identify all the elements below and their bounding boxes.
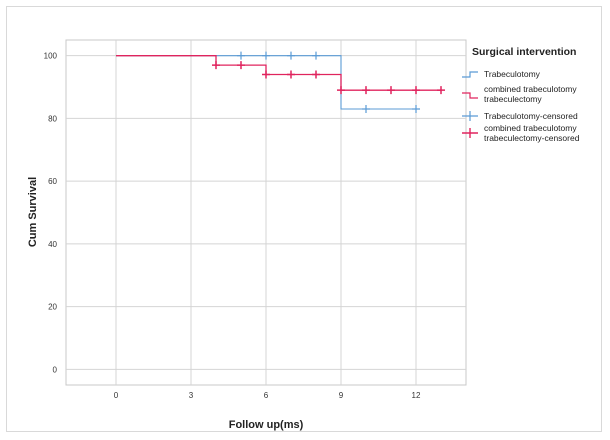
censor-marks (212, 51, 445, 113)
censor-mark-trabeculotomy (312, 51, 320, 60)
censor-mark-combined (337, 86, 345, 95)
grid-lines (66, 40, 466, 385)
x-tick-label: 9 (339, 391, 344, 400)
x-tick-label: 6 (264, 391, 269, 400)
censor-mark-trabeculotomy (287, 51, 295, 60)
censor-mark-trabeculotomy (237, 51, 245, 60)
censor-mark-trabeculotomy (262, 51, 270, 60)
y-tick-label: 100 (44, 52, 58, 61)
legend-label-trabeculotomy-censored: Trabeculotomy-censored (484, 111, 578, 121)
tick-labels: 0 3 6 9 12 0 20 40 60 80 100 (44, 52, 421, 400)
censor-mark-combined (412, 86, 420, 95)
x-tick-label: 12 (412, 391, 421, 400)
legend-label-combined-line1: combined trabeculotomy (484, 84, 577, 94)
censor-mark-combined (437, 86, 445, 95)
y-axis-title: Cum Survival (27, 177, 39, 247)
censor-mark-combined (362, 86, 370, 95)
censor-mark-trabeculotomy (412, 105, 420, 113)
censor-mark-trabeculotomy (362, 105, 370, 113)
censor-mark-combined (312, 70, 320, 79)
y-tick-label: 80 (48, 114, 57, 123)
y-tick-label: 20 (48, 303, 57, 312)
legend-swatch-trabeculotomy (462, 71, 478, 78)
legend-swatch-combined (462, 92, 478, 99)
legend-label-combined-line2: trabeculectomy (484, 94, 542, 104)
y-tick-label: 0 (53, 365, 58, 374)
legend-swatch-combined-censored (462, 128, 478, 138)
legend-label-combined: combined trabeculotomy trabeculectomy (484, 84, 579, 104)
censor-mark-combined (287, 70, 295, 79)
censor-mark-combined (212, 61, 220, 70)
censor-mark-combined (387, 86, 395, 95)
censor-mark-combined (237, 61, 245, 70)
legend-swatch-trabeculotomy-censored (462, 111, 478, 121)
legend-label-combined-censored-line1: combined trabeculotomy (484, 123, 577, 133)
legend-label-trabeculotomy: Trabeculotomy (484, 69, 541, 79)
x-tick-label: 3 (189, 391, 194, 400)
y-tick-label: 60 (48, 177, 57, 186)
censor-mark-combined (262, 70, 270, 79)
legend-label-combined-censored: combined trabeculotomy trabeculectomy-ce… (484, 123, 580, 143)
x-axis-title: Follow up(ms) (229, 419, 304, 431)
legend-label-combined-censored-line2: trabeculectomy-censored (484, 133, 580, 143)
legend-title: Surgical intervention (472, 46, 576, 58)
legend: Surgical intervention Trabeculotomy comb… (462, 46, 580, 143)
x-tick-label: 0 (114, 391, 119, 400)
y-tick-label: 40 (48, 240, 57, 249)
